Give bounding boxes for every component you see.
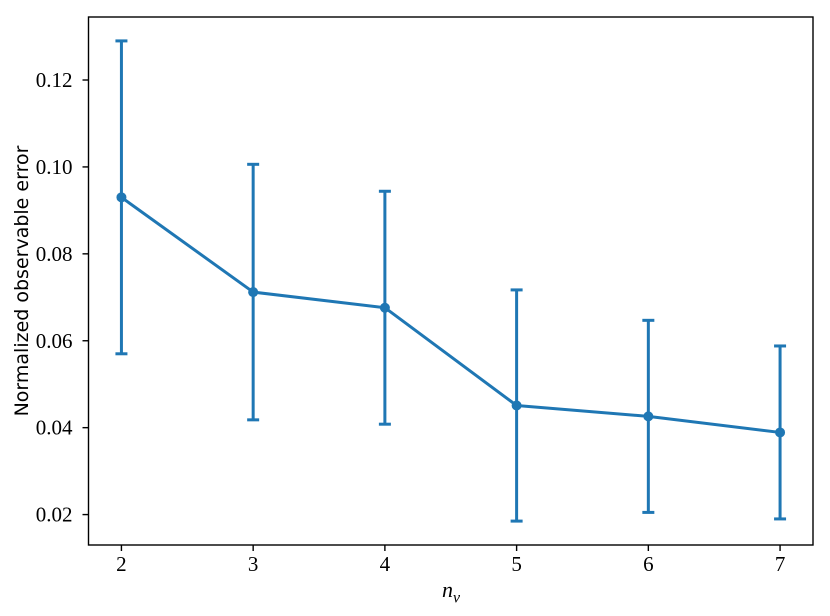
- y-axis-label: Normalized observable error: [11, 145, 33, 417]
- series-line: [119, 195, 782, 434]
- x-tick-label: 2: [116, 552, 127, 576]
- x-axis-label: nv: [441, 577, 461, 607]
- data-point-marker: [775, 427, 786, 438]
- data-point-marker: [116, 192, 127, 203]
- y-tick-label: 0.02: [36, 503, 73, 527]
- x-axis-label-subscript: v: [452, 589, 461, 607]
- x-tick-label: 6: [643, 552, 654, 576]
- data-point-marker: [511, 400, 522, 411]
- y-tick-label: 0.06: [36, 329, 73, 353]
- x-tick-label: 3: [248, 552, 259, 576]
- y-tick-label: 0.12: [36, 68, 73, 92]
- y-tick-label: 0.04: [36, 416, 73, 440]
- plot-border: [87, 16, 814, 546]
- x-axis-label-base: n: [441, 577, 453, 602]
- x-tick-label: 7: [775, 552, 786, 576]
- data-point-marker: [248, 287, 259, 298]
- x-tick-label: 5: [511, 552, 522, 576]
- x-tick-label: 4: [380, 552, 391, 576]
- data-point-marker: [379, 302, 390, 313]
- data-point-marker: [643, 411, 654, 422]
- y-tick-label: 0.08: [36, 242, 73, 266]
- y-tick-label: 0.10: [36, 155, 73, 179]
